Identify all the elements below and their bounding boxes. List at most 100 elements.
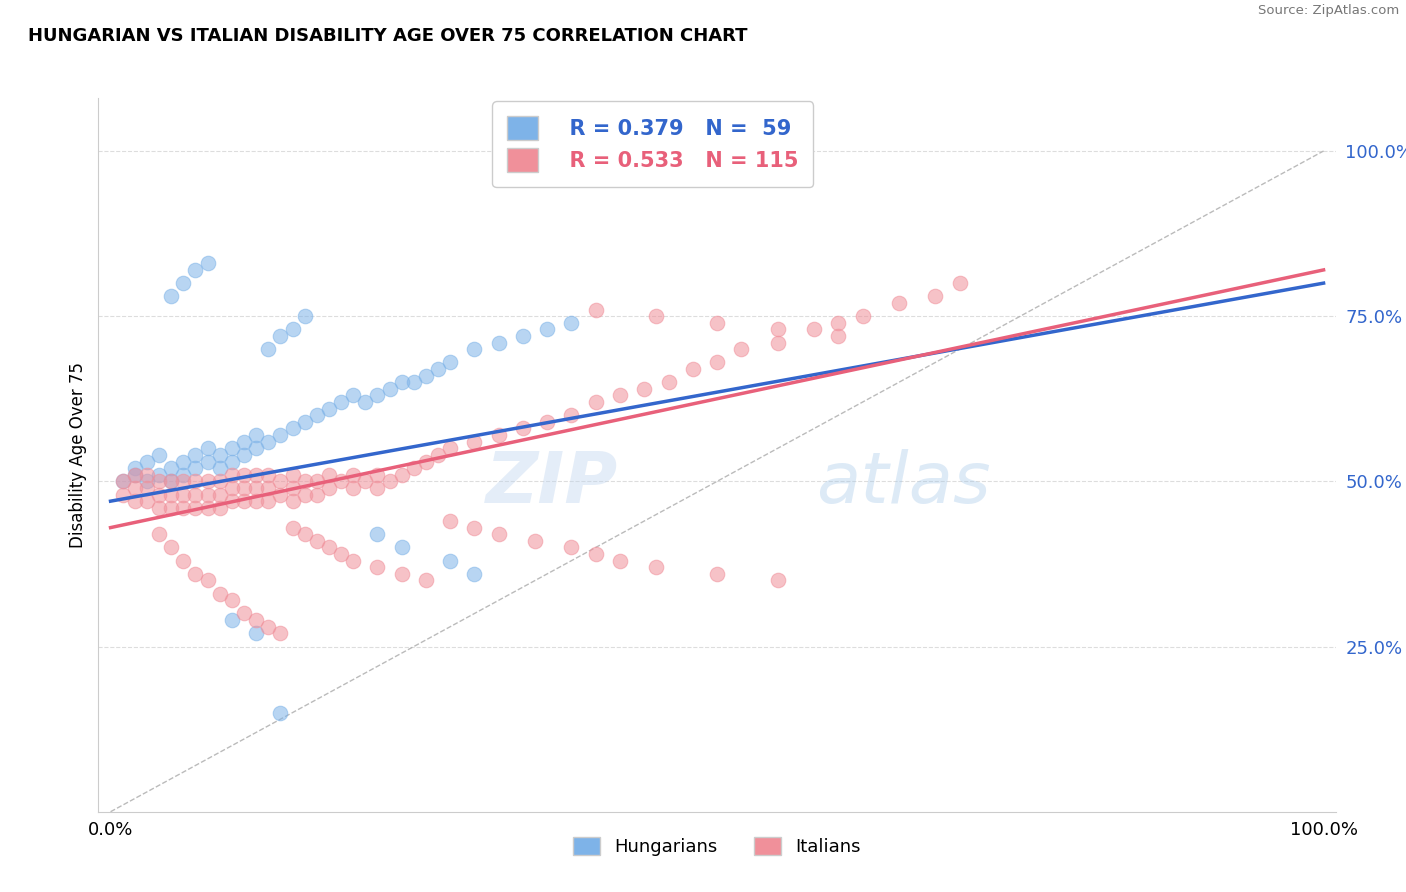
Point <box>402 376 425 390</box>
Point <box>233 434 256 449</box>
Point <box>208 587 231 601</box>
Point <box>160 487 183 501</box>
Point <box>197 574 219 588</box>
Point <box>245 442 267 456</box>
Point <box>439 442 461 456</box>
Point <box>488 335 510 350</box>
Point <box>366 481 388 495</box>
Point <box>342 388 364 402</box>
Point <box>281 322 304 336</box>
Point <box>136 454 159 468</box>
Point <box>160 500 183 515</box>
Point <box>148 527 170 541</box>
Point <box>172 487 194 501</box>
Point <box>766 322 789 336</box>
Point <box>208 448 231 462</box>
Point <box>111 487 134 501</box>
Point <box>378 382 401 396</box>
Point <box>560 409 582 423</box>
Point <box>415 368 437 383</box>
Point <box>281 481 304 495</box>
Point <box>378 475 401 489</box>
Point <box>208 475 231 489</box>
Point <box>136 467 159 482</box>
Point <box>245 467 267 482</box>
Point <box>148 500 170 515</box>
Point <box>148 448 170 462</box>
Point <box>148 467 170 482</box>
Point <box>305 409 328 423</box>
Point <box>172 276 194 290</box>
Legend: Hungarians, Italians: Hungarians, Italians <box>565 830 869 863</box>
Point <box>257 620 280 634</box>
Point <box>827 316 849 330</box>
Point <box>633 382 655 396</box>
Point <box>305 487 328 501</box>
Point <box>221 613 243 627</box>
Point <box>330 395 353 409</box>
Point <box>318 467 340 482</box>
Point <box>305 475 328 489</box>
Point <box>124 494 146 508</box>
Point <box>197 487 219 501</box>
Point <box>172 454 194 468</box>
Point <box>585 302 607 317</box>
Point <box>294 309 316 323</box>
Point <box>391 541 413 555</box>
Point <box>536 415 558 429</box>
Point <box>766 335 789 350</box>
Point <box>184 263 207 277</box>
Point <box>160 475 183 489</box>
Y-axis label: Disability Age Over 75: Disability Age Over 75 <box>69 362 87 548</box>
Point <box>221 467 243 482</box>
Point <box>233 494 256 508</box>
Point <box>269 475 291 489</box>
Point <box>208 487 231 501</box>
Point <box>706 316 728 330</box>
Point <box>463 520 485 534</box>
Point <box>172 554 194 568</box>
Point <box>924 289 946 303</box>
Point <box>887 296 910 310</box>
Point <box>281 467 304 482</box>
Point <box>148 487 170 501</box>
Point <box>269 706 291 720</box>
Point <box>415 574 437 588</box>
Point <box>245 494 267 508</box>
Point <box>488 527 510 541</box>
Point <box>221 442 243 456</box>
Point <box>281 520 304 534</box>
Point <box>172 475 194 489</box>
Point <box>682 362 704 376</box>
Point <box>257 494 280 508</box>
Point <box>111 475 134 489</box>
Point <box>184 487 207 501</box>
Point <box>294 415 316 429</box>
Point <box>463 566 485 581</box>
Point <box>269 626 291 640</box>
Point <box>245 613 267 627</box>
Point <box>221 494 243 508</box>
Point <box>197 256 219 270</box>
Point <box>136 481 159 495</box>
Point <box>645 560 668 574</box>
Point <box>427 448 450 462</box>
Point <box>111 475 134 489</box>
Point <box>124 461 146 475</box>
Point <box>160 541 183 555</box>
Point <box>439 355 461 369</box>
Point <box>318 401 340 416</box>
Point <box>281 421 304 435</box>
Point <box>160 475 183 489</box>
Point <box>366 560 388 574</box>
Point <box>184 448 207 462</box>
Point <box>148 475 170 489</box>
Point <box>221 481 243 495</box>
Point <box>391 566 413 581</box>
Point <box>524 533 547 548</box>
Text: ZIP: ZIP <box>486 449 619 518</box>
Point <box>124 481 146 495</box>
Point <box>585 547 607 561</box>
Point <box>463 342 485 356</box>
Point <box>318 481 340 495</box>
